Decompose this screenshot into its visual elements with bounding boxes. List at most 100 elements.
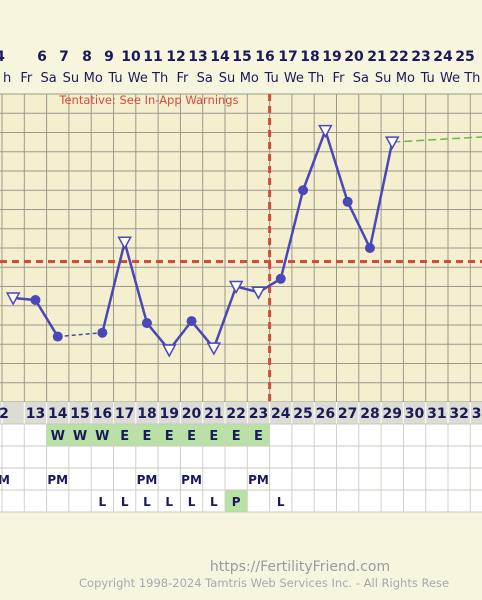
weekday-label: Fr	[176, 71, 189, 86]
fertile-cell	[202, 424, 225, 446]
cycle-day-label: 24	[271, 406, 291, 422]
cycle-day-label: 32	[449, 406, 468, 422]
fertility-code: E	[187, 429, 196, 444]
fertility-code: E	[120, 429, 129, 444]
date-label: 17	[278, 49, 297, 65]
weekday-label: Fr	[333, 71, 346, 86]
weekday-label: Mo	[240, 71, 259, 86]
pm-code: PM	[137, 473, 158, 487]
test-code: L	[210, 495, 218, 509]
test-code: L	[277, 495, 285, 509]
temp-point-open	[228, 280, 244, 295]
cycle-day-label: 25	[293, 406, 312, 422]
cycle-day-label: 26	[316, 406, 335, 422]
fertility-code: E	[232, 429, 241, 444]
temp-segment	[368, 141, 394, 249]
cycle-day-label: 16	[93, 406, 112, 422]
date-label: 22	[389, 49, 408, 65]
fertility-code: W	[95, 429, 109, 444]
temp-point-open	[161, 344, 177, 358]
test-code: L	[99, 495, 107, 509]
date-label: 6	[37, 49, 47, 65]
fertile-cell	[113, 424, 136, 446]
date-label: 10	[121, 49, 141, 65]
weekday-label: We	[128, 71, 148, 86]
date-label: 15	[232, 49, 251, 65]
fertile-cell	[135, 424, 159, 446]
weekday-label: Tu	[263, 71, 278, 86]
temp-point-open	[206, 342, 222, 356]
cycle-day-label: 31	[427, 406, 446, 422]
fertile-cell	[91, 424, 114, 446]
temp-segment	[324, 130, 349, 203]
temp-point	[364, 243, 375, 253]
weekday-label: Sa	[197, 71, 213, 86]
temp-point	[97, 327, 108, 338]
cycle-day-label: 18	[137, 406, 156, 422]
weekday-label: h	[3, 71, 11, 86]
test-code: L	[121, 495, 129, 509]
temp-segment	[212, 286, 238, 349]
pm-code: M	[0, 473, 10, 487]
fertility-code: E	[209, 429, 218, 444]
fertility-code: W	[73, 429, 87, 444]
test-code: L	[188, 495, 196, 509]
temp-point-open	[318, 124, 333, 139]
weekday-label: Tu	[107, 71, 122, 86]
cycle-day-label: 28	[360, 406, 379, 422]
weekday-label: Su	[375, 71, 392, 86]
fertile-cell	[225, 424, 248, 446]
positive-cell	[225, 490, 248, 512]
fertility-code: W	[51, 429, 65, 444]
temp-point	[52, 331, 63, 342]
footer-copyright: Copyright 1998-2024 Tamtris Web Services…	[79, 576, 449, 590]
temp-point	[141, 318, 152, 329]
date-label: 13	[188, 49, 207, 65]
temp-point	[342, 196, 353, 207]
footer-url: https://FertilityFriend.com	[210, 559, 390, 575]
date-label: 23	[411, 49, 430, 65]
tentative-annotation: Tentative: See In-App Warnings	[58, 93, 238, 107]
blank-row	[0, 446, 482, 468]
temp-point	[30, 294, 41, 305]
pm-code: PM	[248, 473, 269, 487]
fertile-cell	[68, 424, 92, 446]
date-label: 25	[455, 49, 474, 65]
temp-point	[275, 273, 286, 284]
date-label: 7	[59, 49, 69, 65]
weekday-label: Tu	[420, 71, 435, 86]
date-label: 14	[210, 49, 230, 65]
date-label: 18	[300, 49, 319, 65]
fertility-code: E	[165, 429, 174, 444]
fertile-cell	[46, 424, 69, 446]
fertile-cell	[247, 424, 270, 446]
temp-segment	[346, 201, 372, 249]
cycle-day-label: 17	[115, 406, 134, 422]
cycle-day-label: 23	[249, 406, 268, 422]
weekday-label: Fr	[20, 71, 33, 86]
weekday-label: We	[284, 71, 304, 86]
date-label: 8	[82, 49, 92, 65]
test-code: L	[143, 495, 151, 509]
temp-point-open	[5, 292, 21, 306]
weekday-label: Mo	[84, 71, 103, 86]
weekday-label: Th	[151, 71, 168, 86]
fertility-code: E	[143, 429, 152, 444]
date-label: 19	[322, 49, 341, 65]
cycle-day-label: 22	[226, 406, 245, 422]
cycle-day-row	[0, 402, 482, 424]
date-label: 4	[0, 49, 5, 65]
cycle-day-label: 14	[48, 406, 68, 422]
date-label: 9	[104, 49, 114, 65]
pm-code: PM	[47, 473, 68, 487]
temp-segment	[101, 241, 126, 333]
fertile-cell	[180, 424, 203, 446]
temp-point	[298, 185, 309, 196]
cycle-day-label: 20	[182, 406, 202, 422]
fertility-code: E	[254, 429, 263, 444]
temp-point-open	[117, 236, 132, 250]
temp-segment	[123, 241, 149, 324]
cycle-day-label: 27	[338, 406, 357, 422]
weekday-label: Su	[63, 71, 80, 86]
